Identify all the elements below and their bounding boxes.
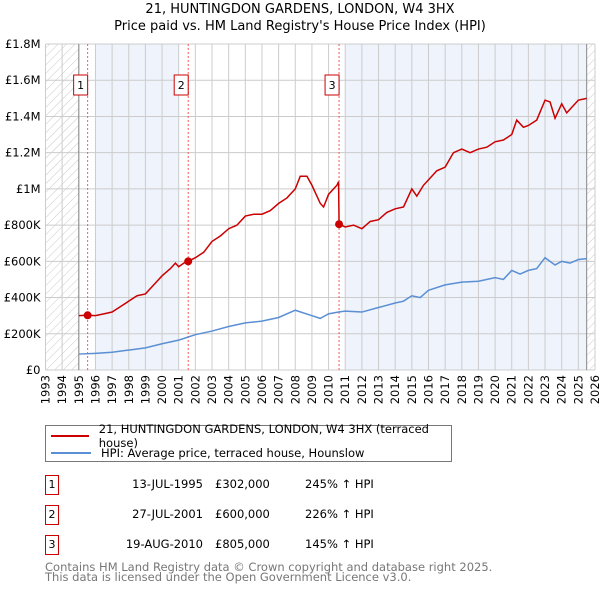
x-tick-label: 2017 (438, 375, 452, 404)
x-tick-label: 2025 (571, 375, 585, 404)
x-tick-label: 1998 (122, 375, 136, 404)
sale-marker-box (173, 74, 189, 96)
x-tick-label: 2000 (155, 375, 169, 404)
sale-hpi: 145% ↑ HPI (305, 537, 374, 551)
y-tick-label: £1.4M (5, 109, 41, 123)
sale-point (335, 220, 344, 229)
sale-price: £805,000 (215, 537, 270, 551)
sale-row: 2 27-JUL-2001 £600,000 226% ↑ HPI (45, 505, 445, 525)
x-tick-label: 1993 (39, 375, 53, 404)
x-tick-label: 2021 (505, 375, 519, 404)
sale-point (184, 257, 193, 266)
footer-copyright: Contains HM Land Registry data © Crown c… (45, 560, 493, 574)
footer-licence: This data is licensed under the Open Gov… (45, 570, 412, 584)
x-tick-label: 2005 (238, 375, 252, 404)
x-tick-label: 2001 (172, 375, 186, 404)
x-tick-label: 1994 (55, 375, 69, 404)
y-tick-label: £1.8M (5, 37, 41, 51)
sale-marker-box (324, 74, 340, 96)
y-tick-label: £1M (16, 182, 41, 196)
legend-label: HPI: Average price, terraced house, Houn… (101, 446, 365, 460)
sale-hpi: 245% ↑ HPI (305, 477, 374, 491)
x-tick-label: 2018 (455, 375, 469, 404)
x-tick-label: 2007 (272, 375, 286, 404)
sale-badge: 2 (45, 505, 59, 525)
y-tick-label: £1.6M (5, 73, 41, 87)
legend-item-property: 21, HUNTINGDON GARDENS, LONDON, W4 3HX (… (51, 422, 451, 450)
sale-date: 27-JUL-2001 (132, 507, 203, 521)
x-tick-label: 2023 (538, 375, 552, 404)
legend-swatch-blue (51, 452, 91, 454)
chart-subtitle: Price paid vs. HM Land Registry's House … (114, 19, 486, 34)
x-tick-label: 1999 (138, 375, 152, 404)
y-tick-label: £400K (4, 291, 41, 305)
x-tick-label: 2014 (388, 375, 402, 404)
sale-date: 13-JUL-1995 (132, 477, 203, 491)
legend-label: 21, HUNTINGDON GARDENS, LONDON, W4 3HX (… (98, 422, 429, 450)
property-price-line (78, 97, 587, 317)
sale-row: 1 13-JUL-1995 £302,000 245% ↑ HPI (45, 475, 445, 495)
x-tick-label: 2013 (372, 375, 386, 404)
shaded-region (345, 44, 587, 370)
chart-title: 21, HUNTINGDON GARDENS, LONDON, W4 3HX (145, 2, 455, 17)
x-tick-label: 2012 (355, 375, 369, 404)
x-tick-label: 1995 (72, 375, 86, 404)
y-tick-label: £1.2M (5, 146, 41, 160)
shaded-region (95, 44, 179, 370)
sale-point (83, 311, 92, 320)
sale-marker-label: 1 (77, 79, 84, 92)
x-tick-label: 2020 (488, 375, 502, 404)
sale-hpi: 226% ↑ HPI (305, 507, 374, 521)
y-tick-label: £600K (4, 254, 41, 268)
x-tick-label: 2019 (471, 375, 485, 404)
sale-price: £302,000 (215, 477, 270, 491)
legend-swatch-red (51, 435, 89, 437)
y-tick-label: £200K (4, 327, 41, 341)
x-tick-label: 2006 (255, 375, 269, 404)
x-tick-label: 2003 (205, 375, 219, 404)
sale-marker-label: 3 (329, 79, 336, 92)
price-chart: 1993 1994 1995 1996 1997 1998 1999 2000 2001 2002… (4, 37, 600, 404)
x-tick-label: 2022 (521, 375, 535, 404)
x-tick-label: 2009 (305, 375, 319, 404)
x-tick-label: 1996 (88, 375, 102, 404)
x-tick-label: 2004 (222, 375, 236, 404)
x-tick-label: 2016 (421, 375, 435, 404)
hatched-region (586, 44, 595, 370)
y-tick-label: £0 (26, 363, 41, 377)
hpi-line (78, 256, 587, 355)
x-tick-label: 2015 (405, 375, 419, 404)
x-tick-label: 2002 (188, 375, 202, 404)
x-tick-label: 2011 (338, 375, 352, 404)
x-tick-label: 2008 (288, 375, 302, 404)
sale-badge: 1 (45, 475, 59, 495)
x-tick-label: 2026 (588, 375, 600, 404)
y-tick-label: £800K (4, 218, 41, 232)
sale-marker-box (73, 74, 89, 96)
legend-item-hpi: HPI: Average price, terraced house, Houn… (51, 445, 364, 461)
x-tick-label: 1997 (105, 375, 119, 404)
x-tick-label: 2010 (322, 375, 336, 404)
legend: 21, HUNTINGDON GARDENS, LONDON, W4 3HX (… (45, 422, 452, 462)
sale-date: 19-AUG-2010 (125, 537, 203, 551)
sale-price: £600,000 (215, 507, 270, 521)
x-tick-label: 2024 (555, 375, 569, 404)
sale-badge: 3 (45, 535, 59, 555)
sale-row: 3 19-AUG-2010 £805,000 145% ↑ HPI (45, 535, 445, 555)
sale-marker-label: 2 (178, 79, 185, 92)
